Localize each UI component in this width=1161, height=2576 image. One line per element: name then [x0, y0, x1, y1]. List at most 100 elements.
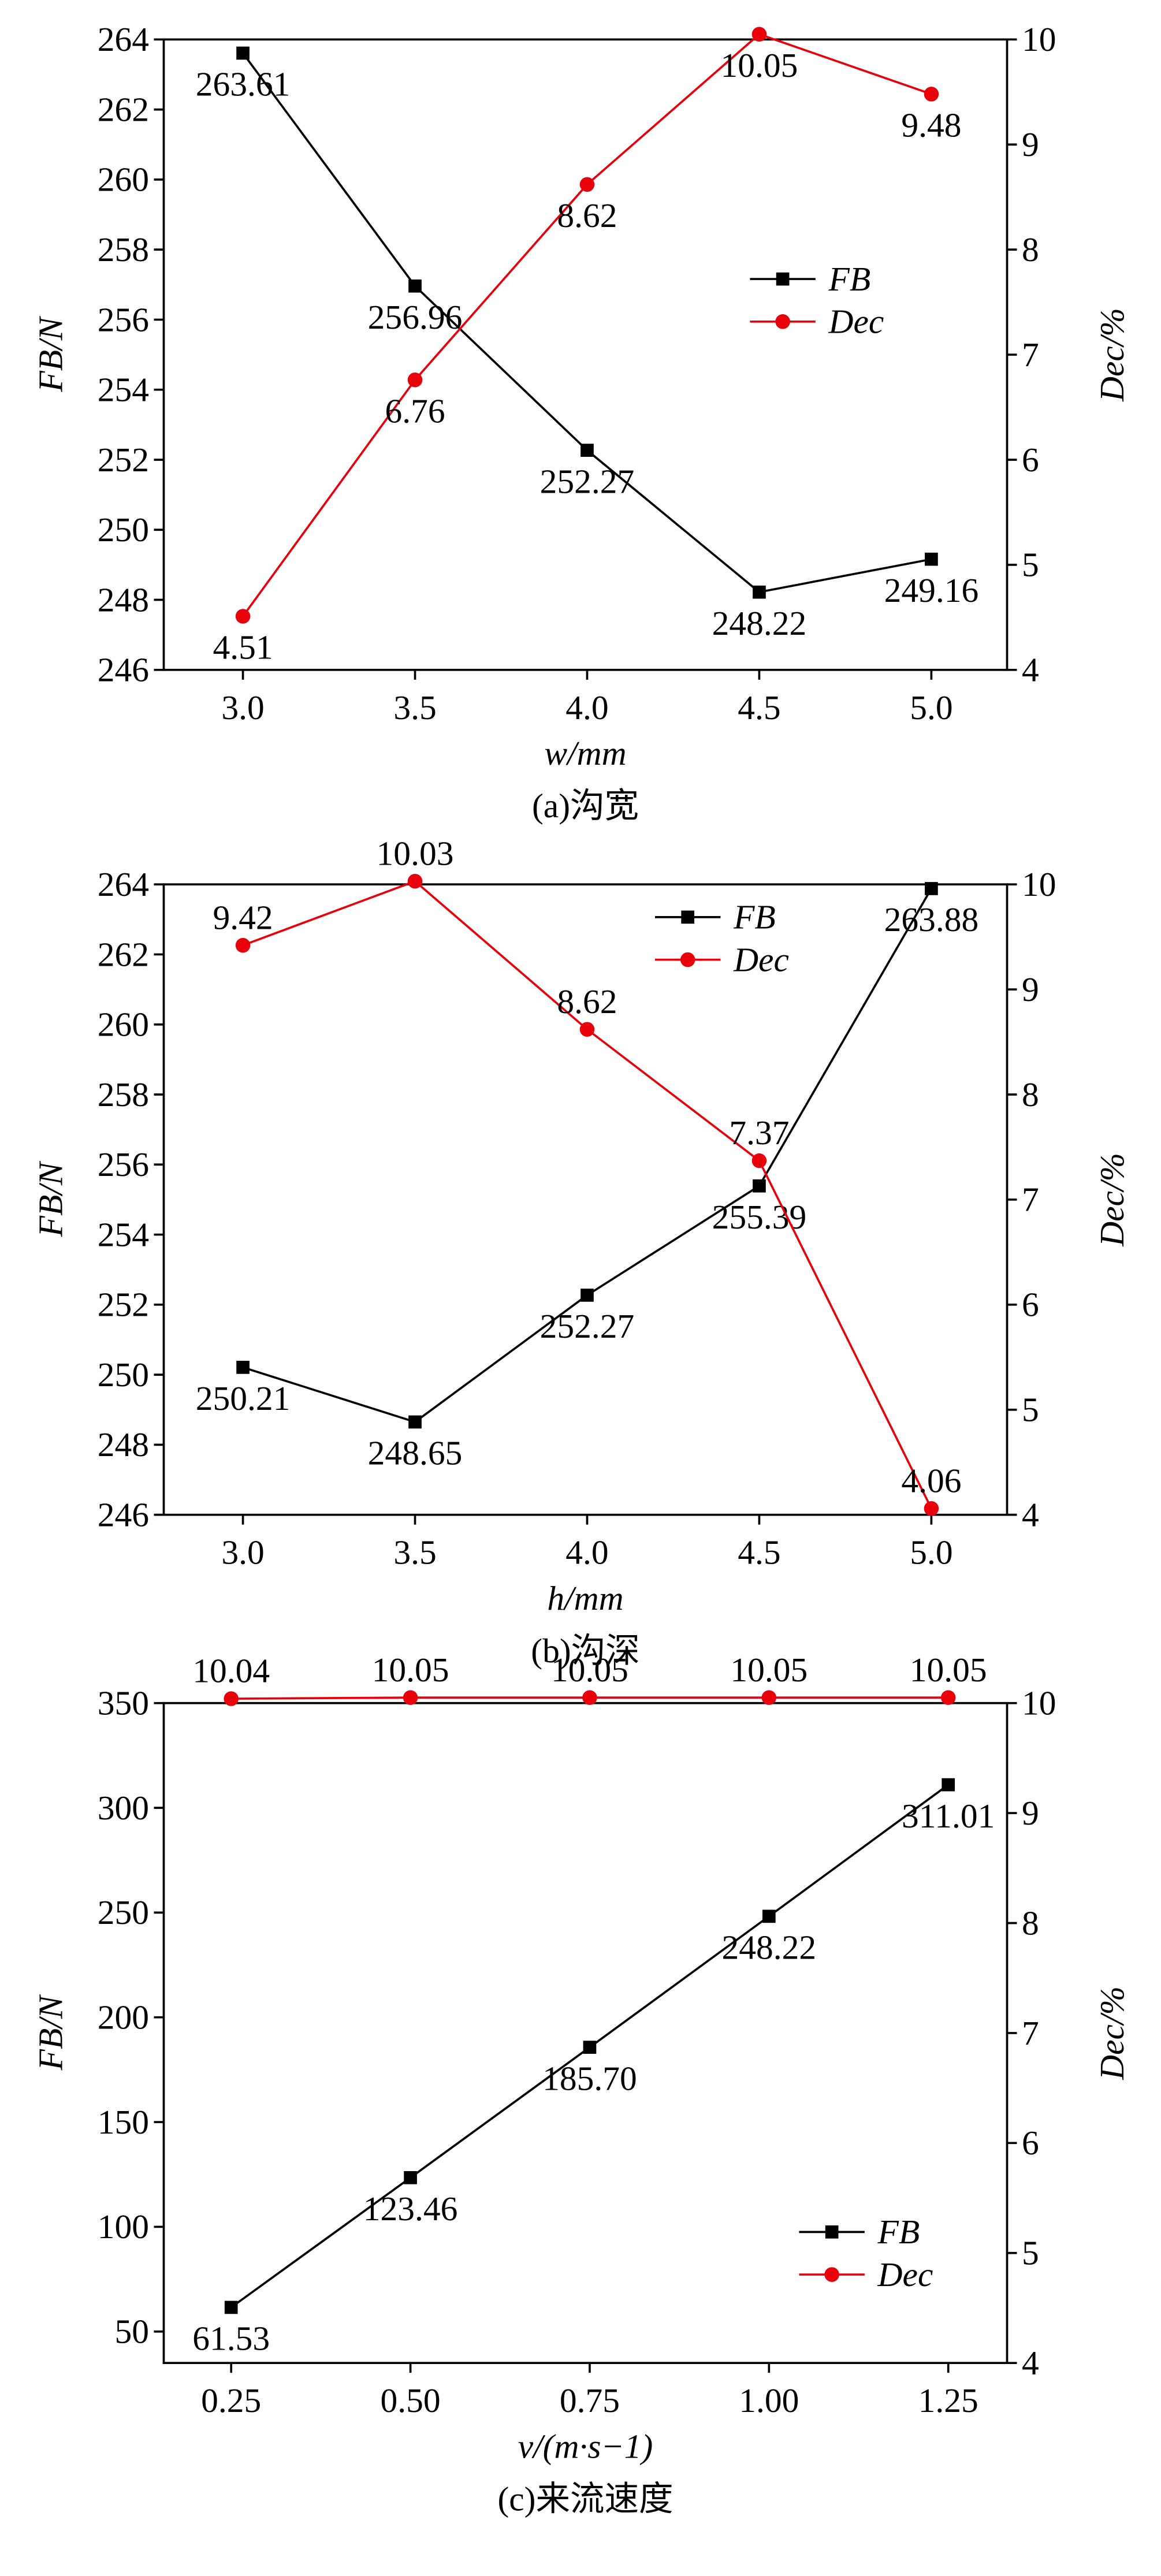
legend-marker — [824, 2267, 839, 2282]
value-label: 10.05 — [730, 1651, 808, 1689]
legend-marker — [825, 2225, 839, 2239]
marker — [408, 279, 422, 293]
x-tick-label: 5.0 — [910, 1533, 952, 1572]
x-tick-label: 0.50 — [380, 2381, 440, 2419]
value-label: 255.39 — [712, 1198, 807, 1236]
marker — [761, 1690, 777, 1705]
value-label: 248.22 — [712, 604, 807, 642]
y-tick-label: 250 — [98, 511, 149, 549]
marker — [579, 177, 595, 192]
y-tick-label: 254 — [98, 371, 149, 409]
y-tick-label: 50 — [114, 2313, 149, 2351]
marker — [580, 1289, 594, 1302]
y-tick-label: 246 — [98, 651, 149, 689]
legend-label: FB — [877, 2213, 920, 2251]
x-tick-label: 4.0 — [565, 688, 608, 727]
marker — [942, 1778, 955, 1792]
value-label: 256.96 — [368, 298, 463, 336]
y2-tick-label: 6 — [1022, 441, 1039, 479]
marker — [235, 937, 251, 953]
value-label: 7.37 — [729, 1114, 789, 1152]
y2-tick-label: 4 — [1022, 2344, 1039, 2382]
marker — [582, 1690, 597, 1705]
legend-marker — [776, 272, 790, 286]
y2-tick-label: 5 — [1022, 546, 1039, 584]
y-tick-label: 252 — [98, 441, 149, 479]
marker — [408, 1415, 422, 1429]
y2-tick-label: 10 — [1022, 20, 1056, 58]
value-label: 10.03 — [377, 834, 454, 872]
value-label: 9.48 — [901, 106, 961, 144]
marker — [751, 1153, 767, 1168]
value-label: 185.70 — [542, 2059, 637, 2097]
marker — [235, 609, 251, 624]
x-axis-label: h/mm — [547, 1579, 623, 1617]
marker — [404, 2171, 417, 2184]
value-label: 10.04 — [192, 1652, 270, 1690]
y2-tick-label: 7 — [1022, 2014, 1039, 2052]
legend-marker — [775, 314, 790, 329]
value-label: 61.53 — [192, 2320, 270, 2358]
y-tick-label: 264 — [98, 865, 149, 903]
marker — [753, 585, 766, 599]
marker — [762, 1909, 776, 1923]
marker — [924, 1501, 939, 1516]
y-tick-label: 150 — [98, 2103, 149, 2141]
y-tick-label: 256 — [98, 300, 149, 338]
y2-tick-label: 9 — [1022, 970, 1039, 1008]
y-tick-label: 262 — [98, 935, 149, 973]
y-tick-label: 100 — [98, 2208, 149, 2246]
x-tick-label: 4.0 — [565, 1533, 608, 1572]
y-tick-label: 262 — [98, 90, 149, 128]
marker — [940, 1690, 956, 1705]
marker — [751, 27, 767, 42]
y2-tick-label: 6 — [1022, 2124, 1039, 2162]
x-tick-label: 3.5 — [393, 1533, 436, 1572]
marker — [925, 882, 938, 895]
y-tick-label: 254 — [98, 1215, 149, 1253]
x-tick-label: 0.75 — [560, 2381, 620, 2419]
marker — [583, 2041, 597, 2054]
value-label: 4.06 — [901, 1461, 961, 1499]
y2-tick-label: 8 — [1022, 1904, 1039, 1942]
caption: (b)沟深 — [531, 1632, 639, 1670]
legend-marker — [680, 952, 695, 967]
marker — [236, 1361, 250, 1374]
value-label: 311.01 — [902, 1797, 995, 1835]
x-axis-label: w/mm — [544, 734, 626, 772]
y2-tick-label: 10 — [1022, 1684, 1056, 1722]
y-tick-label: 246 — [98, 1495, 149, 1533]
marker — [224, 1691, 239, 1706]
value-label: 8.62 — [557, 196, 617, 234]
x-tick-label: 0.25 — [201, 2381, 261, 2419]
y-tick-label: 256 — [98, 1145, 149, 1183]
value-label: 9.42 — [213, 898, 273, 936]
y2-tick-label: 7 — [1022, 336, 1039, 374]
value-label: 10.05 — [910, 1651, 987, 1689]
y-tick-label: 350 — [98, 1684, 149, 1722]
y-tick-label: 264 — [98, 20, 149, 58]
y2-tick-label: 4 — [1022, 1495, 1039, 1533]
y-tick-label: 200 — [98, 1998, 149, 2037]
y-axis-label: FB/N — [32, 1994, 70, 2071]
value-label: 6.76 — [385, 392, 445, 430]
x-tick-label: 3.0 — [221, 1533, 264, 1572]
x-tick-label: 4.5 — [738, 1533, 780, 1572]
legend-label: Dec — [733, 940, 789, 978]
y2-tick-label: 9 — [1022, 1794, 1039, 1832]
marker — [753, 1179, 766, 1193]
y-tick-label: 250 — [98, 1893, 149, 1931]
marker — [580, 444, 594, 457]
y-axis-label: FB/N — [32, 1160, 70, 1237]
legend-label: Dec — [828, 303, 884, 341]
x-tick-label: 5.0 — [910, 688, 952, 727]
y2-tick-label: 10 — [1022, 865, 1056, 903]
legend-label: Dec — [877, 2255, 933, 2294]
y-tick-label: 300 — [98, 1789, 149, 1827]
value-label: 123.46 — [363, 2190, 458, 2228]
x-tick-label: 3.0 — [221, 688, 264, 727]
y2-axis-label: Dec/% — [1093, 1153, 1131, 1247]
y2-tick-label: 4 — [1022, 651, 1039, 689]
caption: (a)沟宽 — [532, 787, 639, 825]
